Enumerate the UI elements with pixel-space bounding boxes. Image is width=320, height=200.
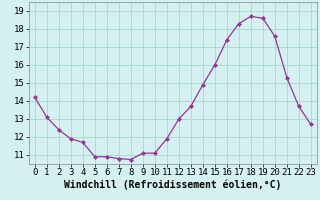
X-axis label: Windchill (Refroidissement éolien,°C): Windchill (Refroidissement éolien,°C) — [64, 180, 282, 190]
